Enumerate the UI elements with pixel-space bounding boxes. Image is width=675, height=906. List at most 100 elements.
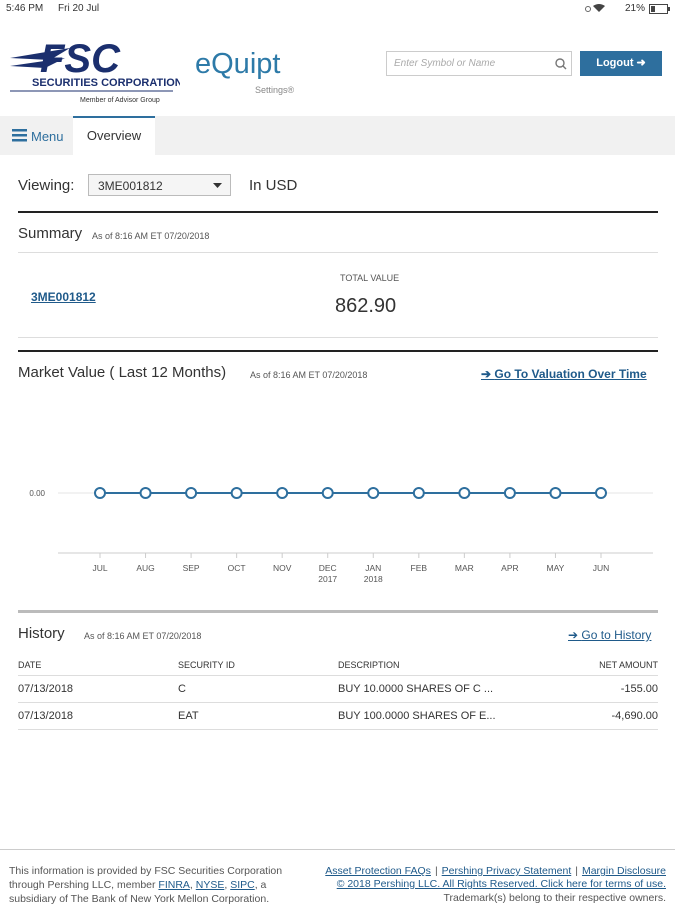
point bbox=[230, 487, 243, 499]
footer-link[interactable]: NYSE bbox=[195, 879, 225, 891]
select-caret bbox=[213, 183, 222, 188]
table-cell: C bbox=[178, 683, 186, 695]
row-divider bbox=[18, 702, 658, 703]
footer-link[interactable]: Margin Disclosure bbox=[581, 865, 666, 877]
footer-text: , bbox=[189, 879, 196, 891]
x-tick-label: JAN 2018 bbox=[363, 563, 383, 584]
x-tick-label: MAR bbox=[454, 563, 474, 573]
divider bbox=[18, 252, 658, 253]
x-tick-label: JUN bbox=[592, 563, 610, 573]
account-link[interactable]: 3ME001812 bbox=[31, 290, 96, 304]
table-cell: -155.00 bbox=[620, 683, 658, 695]
search-icon bbox=[555, 58, 567, 70]
logo-subtitle: SECURITIES CORPORATION bbox=[32, 77, 180, 89]
point bbox=[94, 487, 106, 499]
table-cell: -4,690.00 bbox=[611, 710, 658, 722]
x-tick-label: FEB bbox=[410, 563, 428, 573]
valuation-link[interactable]: ➔ Go To Valuation Over Time bbox=[481, 367, 647, 381]
footer-link[interactable]: SIPC bbox=[230, 879, 255, 891]
divider bbox=[18, 610, 658, 613]
history-title: History bbox=[18, 625, 65, 642]
total-value: 862.90 bbox=[335, 295, 397, 317]
settings-link[interactable]: Settings® bbox=[255, 85, 295, 95]
divider bbox=[18, 337, 658, 338]
x-tick-label: NOV bbox=[272, 563, 292, 573]
x-tick-label: AUG bbox=[136, 563, 155, 573]
history-link-label: Go to History bbox=[581, 628, 652, 642]
overview-tab[interactable]: Overview bbox=[73, 116, 155, 155]
divider bbox=[18, 350, 658, 352]
account-select[interactable]: 3ME001812 bbox=[88, 174, 231, 196]
search-placeholder: Enter Symbol or Name bbox=[394, 58, 496, 69]
status-icons bbox=[585, 4, 605, 12]
chart-plot: 0.00 bbox=[29, 487, 653, 558]
menu-icon[interactable] bbox=[12, 129, 28, 142]
point bbox=[503, 487, 516, 499]
x-tick-label: SEP bbox=[182, 563, 200, 573]
summary-as-of: As of 8:16 AM ET 07/20/2018 bbox=[92, 231, 210, 241]
point bbox=[276, 487, 289, 499]
x-tick-label: APR bbox=[501, 563, 519, 573]
divider bbox=[18, 211, 658, 213]
footer-links: Asset Protection FAQs | Pershing Privacy S… bbox=[325, 864, 666, 878]
battery-icon bbox=[649, 4, 670, 14]
table-cell: EAT bbox=[178, 710, 199, 722]
footer-divider bbox=[0, 849, 675, 850]
separator: | bbox=[434, 865, 438, 877]
status-battery: 21% bbox=[625, 3, 646, 14]
x-tick-label: JUL bbox=[92, 563, 108, 573]
summary-title: Summary bbox=[18, 225, 83, 242]
point bbox=[139, 487, 152, 499]
logo-tagline: Member of Advisor Group bbox=[80, 97, 160, 104]
search-box[interactable]: Enter Symbol or Name bbox=[386, 51, 572, 76]
point bbox=[412, 487, 425, 499]
logout-button[interactable]: Logout ➜ bbox=[580, 51, 662, 76]
x-tick-label: OCT bbox=[227, 563, 246, 573]
footer-link[interactable]: Pershing Privacy Statement bbox=[441, 865, 572, 877]
point bbox=[367, 487, 380, 499]
table-cell: 07/13/2018 bbox=[18, 683, 74, 695]
point bbox=[321, 487, 334, 499]
app-name: eQuipt bbox=[195, 48, 281, 80]
currency-label: In USD bbox=[249, 177, 298, 194]
menu-label[interactable]: Menu bbox=[31, 129, 64, 144]
history-as-of: As of 8:16 AM ET 07/20/2018 bbox=[84, 631, 202, 641]
point bbox=[458, 487, 471, 499]
column-header: DESCRIPTION bbox=[338, 660, 400, 670]
status-time: 5:46 PM bbox=[6, 3, 44, 14]
overview-tab-label: Overview bbox=[86, 128, 142, 143]
valuation-link-label: Go To Valuation Over Time bbox=[494, 367, 647, 381]
column-header: NET AMOUNT bbox=[599, 660, 658, 670]
market-value-as-of: As of 8:16 AM ET 07/20/2018 bbox=[250, 370, 368, 380]
point bbox=[549, 487, 562, 499]
account-select-value: 3ME001812 bbox=[98, 179, 163, 193]
logout-label: Logout bbox=[596, 57, 634, 69]
trademark-note: Trademark(s) belong to their respective … bbox=[443, 892, 666, 904]
row-divider bbox=[18, 729, 658, 730]
y-tick-label: 0.00 bbox=[29, 489, 45, 498]
point bbox=[595, 487, 607, 499]
market-value-chart: 0.00 JUL AUG SEP OCT NOV DEC 2017 JAN 2018 FEB M… bbox=[18, 395, 658, 595]
logo: FSC SECURITIES CORPORATION Member of Adv… bbox=[10, 37, 180, 104]
x-tick-label: DEC 2017 bbox=[318, 563, 338, 584]
footer-text: , bbox=[224, 879, 231, 891]
footer-text: This information is provided by FSC Secu… bbox=[9, 865, 283, 891]
column-header: SECURITY ID bbox=[178, 660, 235, 670]
table-cell: BUY 100.0000 SHARES OF E... bbox=[338, 710, 496, 722]
footer-link[interactable]: FINRA bbox=[158, 879, 190, 891]
market-value-title: Market Value ( Last 12 Months) bbox=[18, 364, 227, 381]
column-header: DATE bbox=[18, 660, 42, 670]
terms-link[interactable]: © 2018 Pershing LLC. All Rights Reserved… bbox=[336, 878, 666, 890]
x-tick-label: MAY bbox=[546, 563, 565, 573]
viewing-label: Viewing: bbox=[18, 177, 75, 194]
history-link[interactable]: ➔ Go to History bbox=[568, 628, 652, 642]
footer-link[interactable]: Asset Protection FAQs bbox=[325, 865, 431, 877]
total-value-label: TOTAL VALUE bbox=[340, 273, 400, 283]
row-divider bbox=[18, 675, 658, 676]
logo-title: FSC bbox=[40, 37, 121, 81]
status-date: Fri 20 Jul bbox=[58, 3, 100, 14]
table-cell: 07/13/2018 bbox=[18, 710, 74, 722]
table-cell: BUY 10.0000 SHARES OF C ... bbox=[338, 683, 494, 695]
separator: | bbox=[575, 865, 578, 877]
